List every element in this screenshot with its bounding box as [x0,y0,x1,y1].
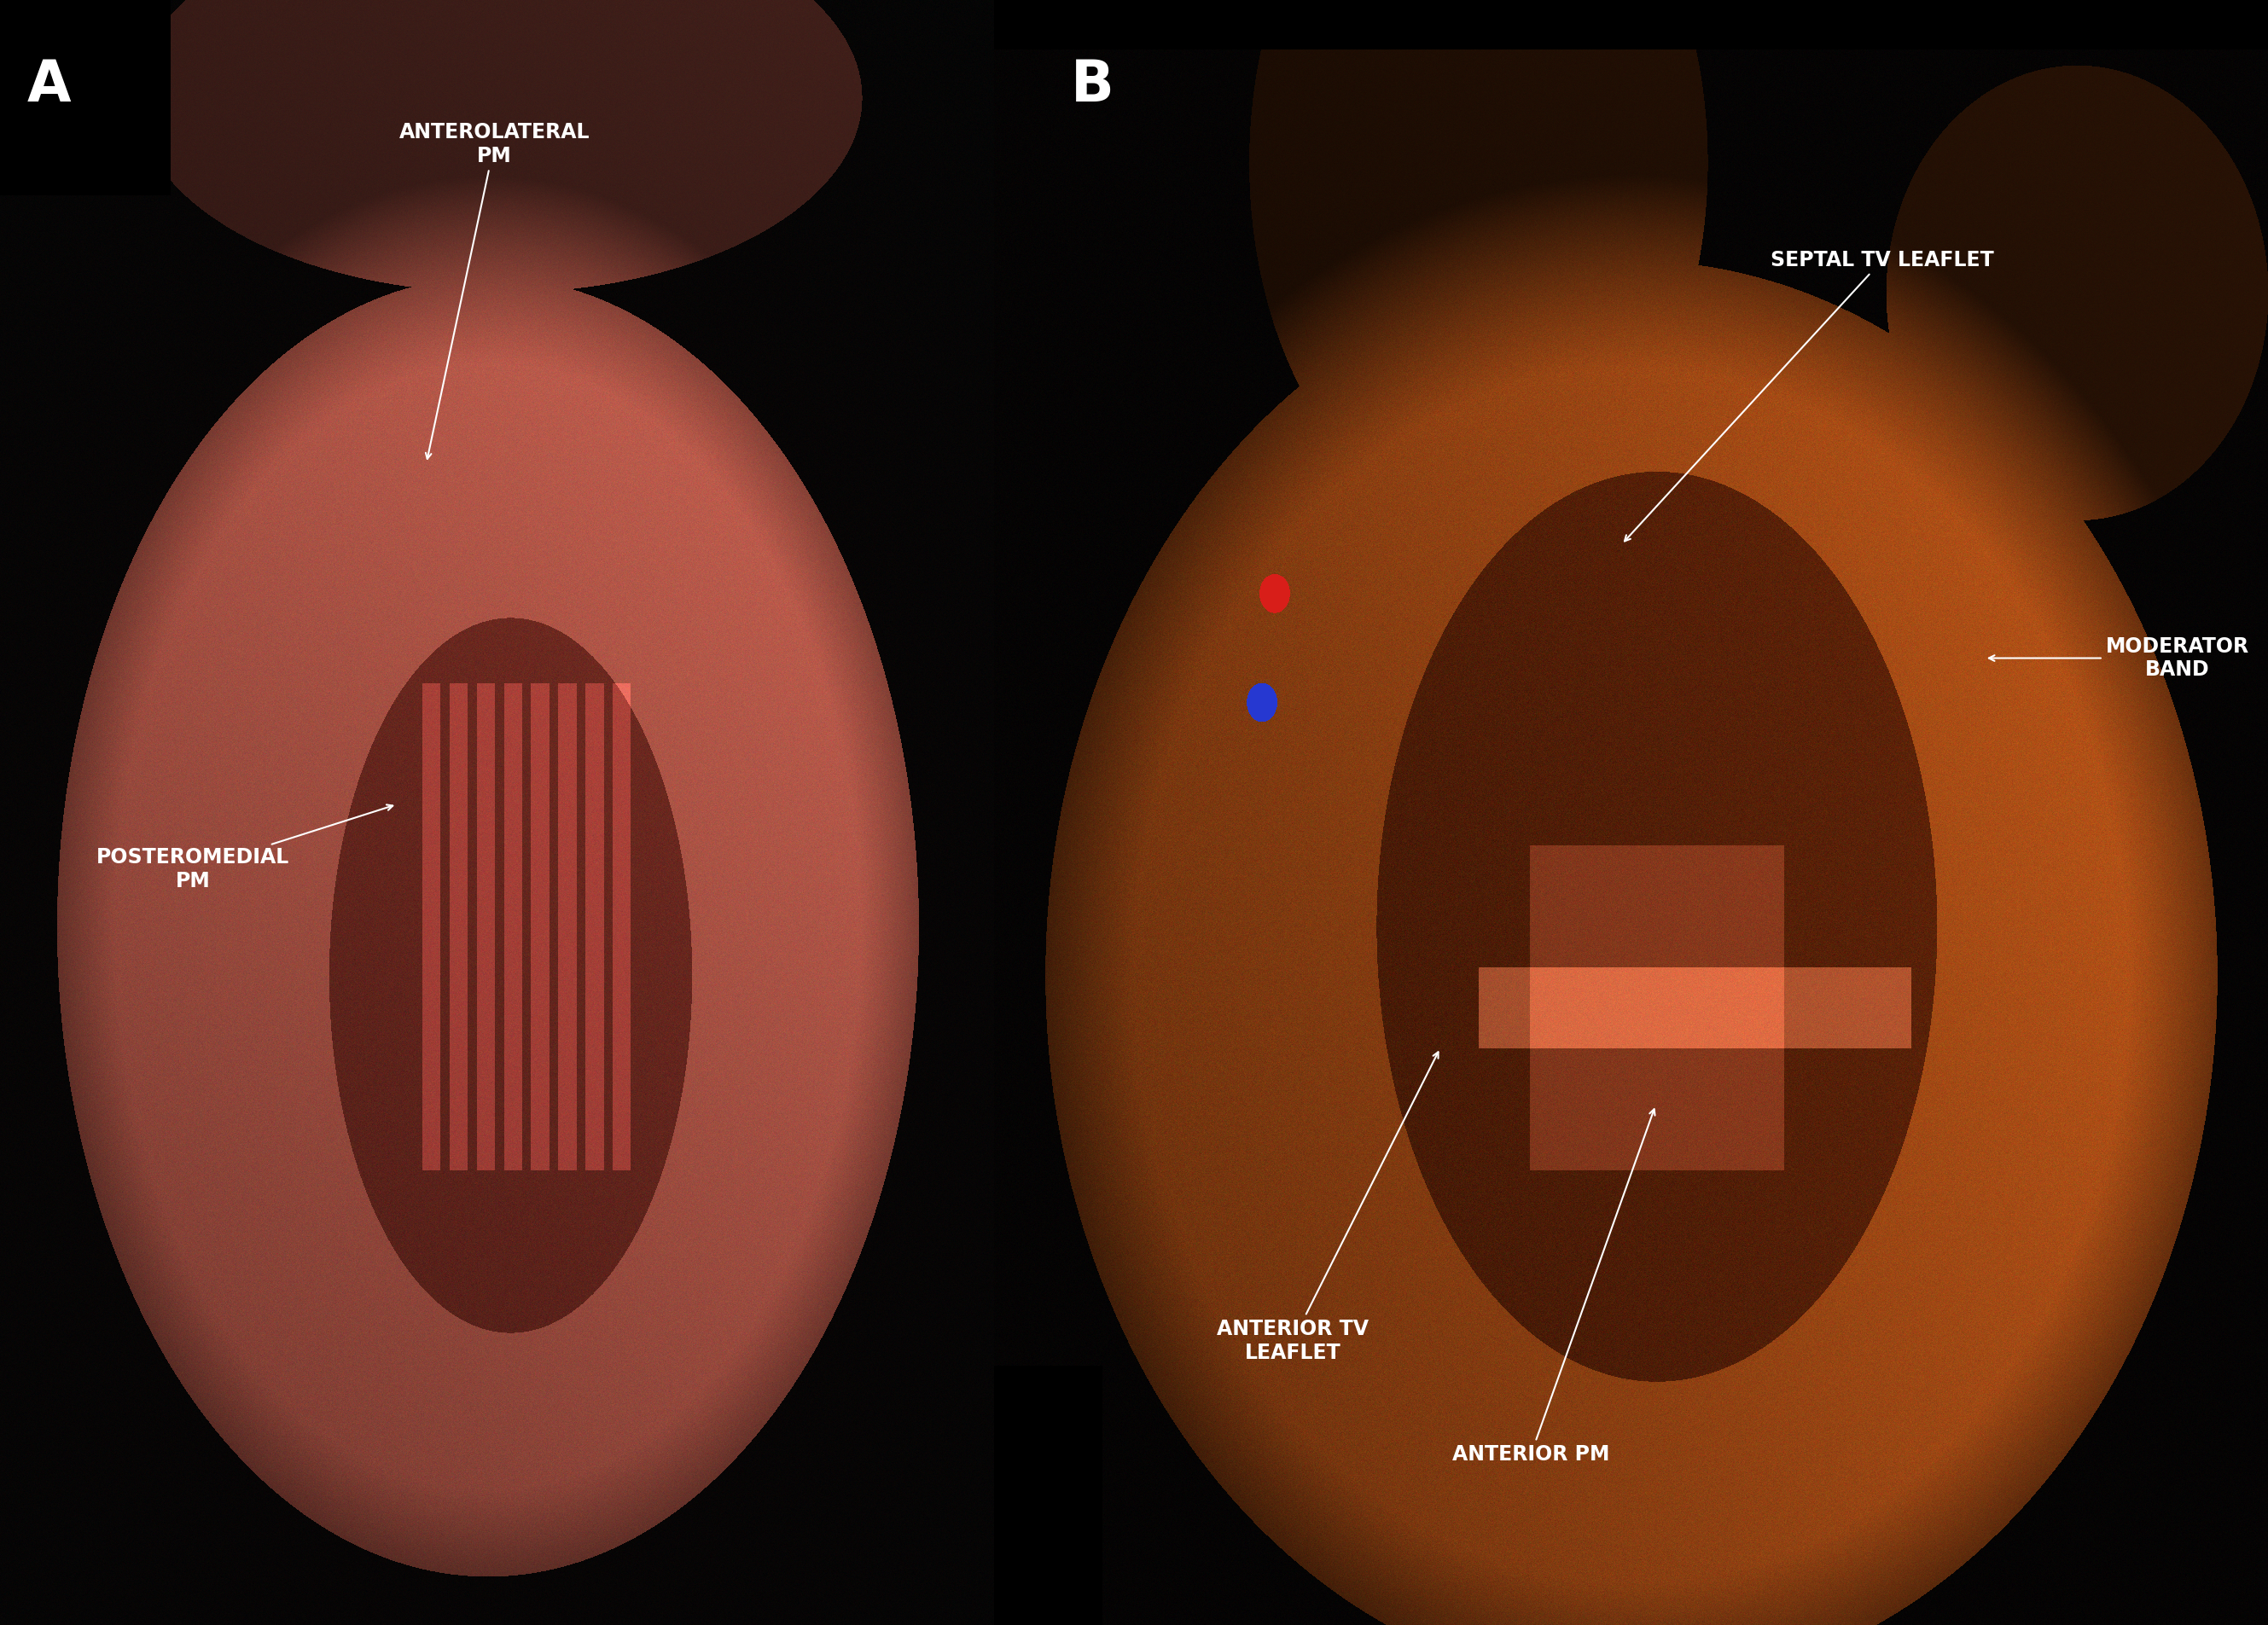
Text: ANTERIOR TV
LEAFLET: ANTERIOR TV LEAFLET [1218,1051,1438,1363]
Text: ANTERIOR PM: ANTERIOR PM [1452,1110,1656,1464]
Text: B: B [1070,57,1114,114]
Text: ANTEROLATERAL
PM: ANTEROLATERAL PM [399,122,590,458]
Text: A: A [27,57,70,114]
Text: SEPTAL TV LEAFLET: SEPTAL TV LEAFLET [1624,250,1994,541]
Text: POSTEROMEDIAL
PM: POSTEROMEDIAL PM [95,804,392,892]
Text: MODERATOR
BAND: MODERATOR BAND [1989,635,2250,681]
